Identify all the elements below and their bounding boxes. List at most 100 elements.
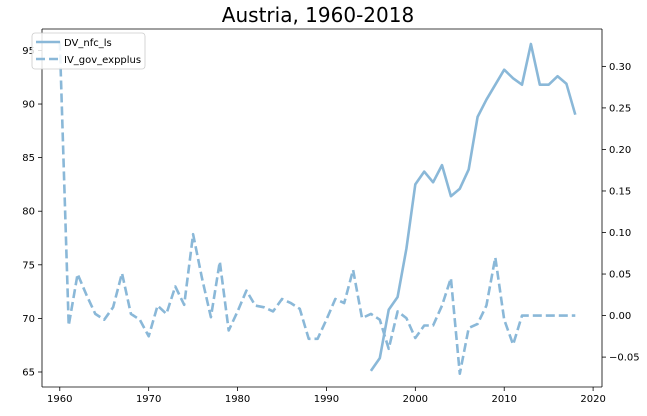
data-point-iv-gov-expplus-1986 <box>290 302 293 305</box>
data-point-iv-gov-expplus-2011 <box>512 343 515 346</box>
data-point-iv-gov-expplus-1977 <box>210 316 213 319</box>
chart-title: Austria, 1960-2018 <box>222 3 414 27</box>
data-point-iv-gov-expplus-2009 <box>494 256 497 259</box>
data-point-dv-nfc-ls-2015 <box>547 83 550 86</box>
data-point-iv-gov-expplus-2013 <box>530 314 533 317</box>
data-point-iv-gov-expplus-1972 <box>165 313 168 316</box>
data-point-iv-gov-expplus-1963 <box>85 294 88 297</box>
y-axis-right: −0.05 0.00 0.05 0.10 0.15 0.20 0.25 0.30 <box>602 62 640 364</box>
data-point-iv-gov-expplus-1979 <box>227 329 230 332</box>
data-point-iv-gov-expplus-2018 <box>574 314 577 317</box>
data-point-iv-gov-expplus-1996 <box>379 318 382 321</box>
data-point-iv-gov-expplus-2016 <box>556 314 559 317</box>
data-point-iv-gov-expplus-1967 <box>121 272 124 275</box>
data-point-dv-nfc-ls-2009 <box>494 83 497 86</box>
data-point-iv-gov-expplus-1965 <box>103 318 106 321</box>
data-point-dv-nfc-ls-2016 <box>556 75 559 78</box>
data-point-iv-gov-expplus-2007 <box>476 323 479 326</box>
data-point-iv-gov-expplus-2010 <box>503 318 506 321</box>
data-point-iv-gov-expplus-1961 <box>67 324 70 327</box>
data-point-iv-gov-expplus-2014 <box>539 314 542 317</box>
data-point-iv-gov-expplus-1994 <box>361 317 364 320</box>
data-point-dv-nfc-ls-2001 <box>423 170 426 173</box>
y-left-tick-label-75: 75 <box>22 260 35 271</box>
data-point-dv-nfc-ls-1998 <box>396 296 399 299</box>
data-point-iv-gov-expplus-2004 <box>450 277 453 280</box>
data-point-dv-nfc-ls-2005 <box>459 187 462 190</box>
data-point-iv-gov-expplus-1968 <box>130 313 133 316</box>
data-point-dv-nfc-ls-2012 <box>521 83 524 86</box>
series-line-dv-nfc-ls <box>369 42 577 372</box>
data-point-dv-nfc-ls-2018 <box>574 113 577 116</box>
data-point-iv-gov-expplus-1964 <box>94 313 97 316</box>
data-point-dv-nfc-ls-2011 <box>512 77 515 80</box>
data-point-dv-nfc-ls-1996 <box>379 357 382 360</box>
x-tick-label-1960: 1960 <box>47 394 72 405</box>
data-point-iv-gov-expplus-1971 <box>156 304 159 307</box>
y-right-tick-label-0p2: 0.20 <box>609 145 631 156</box>
legend: DV_nfc_ls IV_gov_expplus <box>31 32 146 70</box>
data-point-iv-gov-expplus-1988 <box>307 338 310 341</box>
data-point-iv-gov-expplus-1997 <box>387 348 390 351</box>
data-point-dv-nfc-ls-2017 <box>565 82 568 85</box>
legend-label-iv-gov-expplus: IV_gov_expplus <box>64 55 141 66</box>
data-point-dv-nfc-ls-2013 <box>530 43 533 46</box>
data-point-iv-gov-expplus-2000 <box>414 337 417 340</box>
data-point-iv-gov-expplus-1983 <box>263 306 266 309</box>
data-point-iv-gov-expplus-2003 <box>441 304 444 307</box>
data-point-iv-gov-expplus-2008 <box>485 304 488 307</box>
y-right-tick-label-0p1: 0.10 <box>609 228 631 239</box>
data-point-iv-gov-expplus-1992 <box>343 302 346 305</box>
data-point-iv-gov-expplus-1973 <box>174 285 177 288</box>
data-point-iv-gov-expplus-1990 <box>325 318 328 321</box>
x-tick-label-1970: 1970 <box>136 394 161 405</box>
data-point-iv-gov-expplus-2001 <box>423 324 426 327</box>
data-point-iv-gov-expplus-1974 <box>183 304 186 307</box>
data-point-iv-gov-expplus-2015 <box>547 314 550 317</box>
data-point-iv-gov-expplus-1981 <box>245 289 248 292</box>
data-point-dv-nfc-ls-2008 <box>485 98 488 101</box>
y-right-tick-label-0p3: 0.30 <box>609 62 631 73</box>
data-point-iv-gov-expplus-1982 <box>254 304 257 307</box>
x-tick-label-1990: 1990 <box>314 394 339 405</box>
y-left-tick-label-85: 85 <box>22 153 35 164</box>
data-point-iv-gov-expplus-1989 <box>316 338 319 341</box>
y-axis-left: 65 70 75 80 85 90 95 <box>22 46 42 378</box>
legend-box <box>31 32 146 70</box>
data-point-dv-nfc-ls-2004 <box>450 195 453 198</box>
series-line-iv-gov-expplus <box>58 41 576 376</box>
data-point-iv-gov-expplus-2017 <box>565 314 568 317</box>
data-point-iv-gov-expplus-1999 <box>405 317 408 320</box>
data-point-iv-gov-expplus-1969 <box>139 318 142 321</box>
x-tick-label-1980: 1980 <box>225 394 250 405</box>
data-point-dv-nfc-ls-2010 <box>503 68 506 71</box>
y-right-tick-label-0: 0.00 <box>609 311 631 322</box>
y-left-tick-label-95: 95 <box>22 46 35 57</box>
data-point-dv-nfc-ls-2003 <box>441 164 444 167</box>
data-point-dv-nfc-ls-1995 <box>370 370 373 373</box>
x-axis: 1960 1970 1980 1990 2000 2010 2020 <box>47 387 606 405</box>
data-point-iv-gov-expplus-1985 <box>281 298 284 301</box>
data-point-iv-gov-expplus-1975 <box>192 233 195 236</box>
y-left-tick-label-70: 70 <box>22 314 35 325</box>
data-point-iv-gov-expplus-1976 <box>201 277 204 280</box>
data-point-dv-nfc-ls-2002 <box>432 181 435 184</box>
legend-label-dv-nfc-ls: DV_nfc_ls <box>64 38 112 49</box>
y-right-tick-label-neg0p05: −0.05 <box>609 353 640 364</box>
y-left-tick-label-65: 65 <box>22 367 35 378</box>
y-right-tick-label-0p15: 0.15 <box>609 186 631 197</box>
data-point-iv-gov-expplus-1993 <box>352 269 355 272</box>
data-point-dv-nfc-ls-2014 <box>539 83 542 86</box>
data-point-iv-gov-expplus-1991 <box>334 298 337 301</box>
data-point-iv-gov-expplus-2006 <box>467 327 470 330</box>
data-point-iv-gov-expplus-2012 <box>521 314 524 317</box>
data-point-iv-gov-expplus-2002 <box>432 324 435 327</box>
x-tick-label-2010: 2010 <box>491 394 516 405</box>
plot-area <box>41 28 603 388</box>
data-point-dv-nfc-ls-1997 <box>387 309 390 312</box>
data-point-iv-gov-expplus-1978 <box>219 260 222 263</box>
y-right-tick-label-0p25: 0.25 <box>609 103 631 114</box>
data-point-iv-gov-expplus-1984 <box>272 310 275 313</box>
